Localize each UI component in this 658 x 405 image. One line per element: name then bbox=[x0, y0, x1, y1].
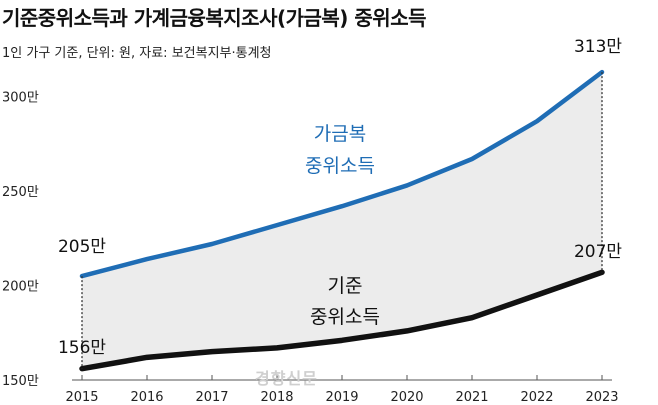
x-tick-label: 2016 bbox=[130, 390, 163, 405]
series-label-bottom-line2: 중위소득 bbox=[310, 306, 380, 328]
y-tick-label: 200만 bbox=[2, 280, 39, 295]
y-axis-ticks: 150만 200만 250만 300만 bbox=[2, 91, 39, 389]
data-label-end-bottom: 207만 bbox=[574, 242, 622, 262]
x-tick-label: 2020 bbox=[390, 390, 423, 405]
watermark-text: 경향신문 bbox=[255, 369, 318, 388]
x-tick-label: 2023 bbox=[585, 390, 618, 405]
x-tick-label: 2019 bbox=[325, 390, 358, 405]
fill-between-area bbox=[82, 72, 602, 369]
x-tick-label: 2022 bbox=[520, 390, 553, 405]
chart-subtitle: 1인 가구 기준, 단위: 원, 자료: 보건복지부·통계청 bbox=[2, 46, 272, 61]
series-line-standard bbox=[79, 269, 605, 372]
y-tick-label: 300만 bbox=[2, 91, 39, 106]
series-label-top-line1: 가금복 bbox=[314, 123, 366, 145]
y-tick-label: 250만 bbox=[2, 185, 39, 200]
y-tick-label: 150만 bbox=[2, 374, 39, 389]
x-axis-ticks: 2015 2016 2017 2018 2019 2020 2021 2022 2023 bbox=[65, 375, 619, 405]
series-layer bbox=[79, 69, 605, 372]
x-tick-label: 2021 bbox=[455, 390, 488, 405]
series-label-top-line2: 중위소득 bbox=[305, 155, 375, 177]
x-tick-label: 2018 bbox=[260, 390, 293, 405]
series-line-gageumbok bbox=[79, 69, 605, 279]
data-label-start-top: 205만 bbox=[58, 237, 106, 257]
series-label-bottom-line1: 기준 bbox=[328, 275, 363, 297]
data-label-end-top: 313만 bbox=[574, 37, 622, 57]
x-tick-label: 2015 bbox=[65, 390, 98, 405]
data-label-start-bottom: 156만 bbox=[58, 338, 106, 358]
chart-title: 기준중위소득과 가계금융복지조사(가금복) 중위소득 bbox=[2, 6, 427, 30]
x-tick-label: 2017 bbox=[195, 390, 228, 405]
